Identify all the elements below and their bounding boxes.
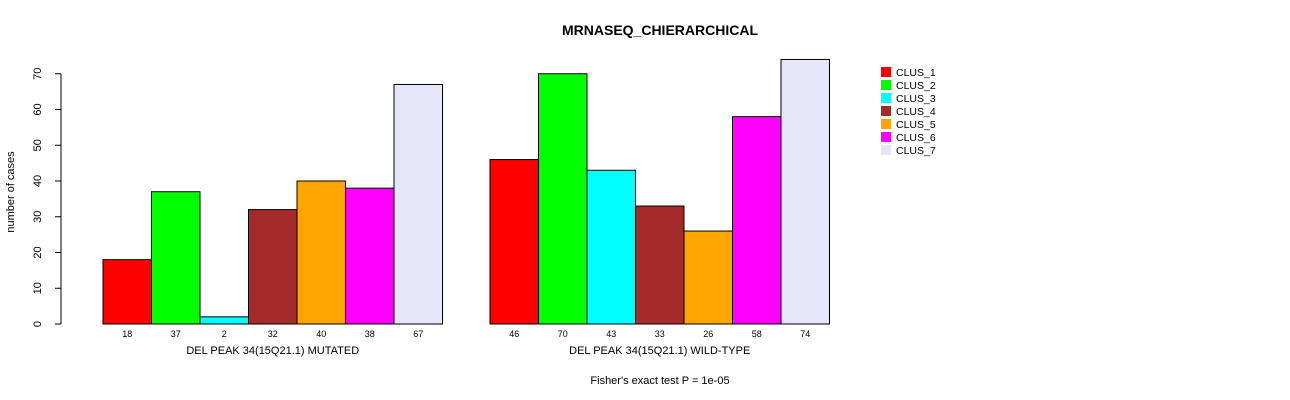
bar	[296, 180, 346, 325]
y-tick-label: 0	[32, 321, 44, 327]
legend-label: CLUS_4	[896, 106, 936, 118]
y-tick-label: 70	[32, 68, 44, 80]
legend-label: CLUS_6	[896, 132, 936, 144]
y-tick-label: 60	[32, 103, 44, 115]
legend-swatch	[881, 132, 891, 142]
bar	[102, 259, 152, 325]
legend-swatch	[881, 119, 891, 129]
legend-swatch	[881, 106, 891, 116]
bar	[683, 230, 733, 325]
bar-group-1: 18 37 2 32 40 38 67 DEL PEAK 34(15Q21.1) MUTATE…	[102, 83, 443, 357]
legend-label: CLUS_7	[896, 145, 936, 157]
y-tick-label: 30	[32, 211, 44, 223]
group-label: DEL PEAK 34(15Q21.1) WILD-TYPE	[569, 345, 750, 357]
legend-label: CLUS_2	[896, 80, 936, 92]
bar	[635, 205, 685, 325]
bar-count-label: 58	[752, 329, 762, 339]
bar-count-label: 70	[558, 329, 568, 339]
y-axis: 0 10 20 30 40 50 60 70	[32, 68, 62, 327]
bar-count-label: 74	[800, 329, 810, 339]
bar	[732, 116, 782, 325]
bar-count-label: 26	[703, 329, 713, 339]
y-tick-label: 20	[32, 246, 44, 258]
fisher-test-footnote: Fisher's exact test P = 1e-05	[590, 375, 729, 387]
chart-title: MRNASEQ_CHIERARCHICAL	[562, 22, 758, 38]
bar-count-label: 37	[171, 329, 181, 339]
bar-count-label: 18	[122, 329, 132, 339]
y-tick-label: 50	[32, 139, 44, 151]
legend-swatch	[881, 145, 891, 155]
bar-count-label: 32	[268, 329, 278, 339]
bar-groups: 18 37 2 32 40 38 67 DEL PEAK 34(15Q21.1) MUTATE…	[102, 58, 830, 357]
bar	[780, 58, 830, 325]
y-axis-label: number of cases	[5, 151, 17, 233]
bar	[393, 83, 443, 325]
bar-count-label: 46	[509, 329, 519, 339]
bar	[151, 191, 201, 325]
bar	[586, 169, 636, 325]
bar-count-label: 67	[413, 329, 423, 339]
bar-group-2: 46 70 43 33 26 58 74 DEL PEAK 34(15Q21.1) WILD-…	[489, 58, 830, 357]
legend-label: CLUS_5	[896, 119, 936, 131]
bar	[248, 209, 298, 325]
bar-count-label: 43	[606, 329, 616, 339]
legend-swatch	[881, 93, 891, 103]
bar-count-label: 33	[655, 329, 665, 339]
y-tick-label: 10	[32, 282, 44, 294]
bar	[489, 159, 539, 325]
legend-swatch	[881, 67, 891, 77]
legend: CLUS_1CLUS_2CLUS_3CLUS_4CLUS_5CLUS_6CLUS…	[881, 67, 936, 157]
y-tick-label: 40	[32, 175, 44, 187]
bar-count-label: 40	[316, 329, 326, 339]
bar-count-label: 2	[222, 329, 227, 339]
legend-label: CLUS_3	[896, 93, 936, 105]
bar	[199, 316, 249, 325]
bar-count-label: 38	[365, 329, 375, 339]
legend-swatch	[881, 80, 891, 90]
bar	[538, 73, 588, 325]
bar	[345, 187, 395, 325]
legend-label: CLUS_1	[896, 67, 936, 79]
group-label: DEL PEAK 34(15Q21.1) MUTATED	[186, 345, 359, 357]
